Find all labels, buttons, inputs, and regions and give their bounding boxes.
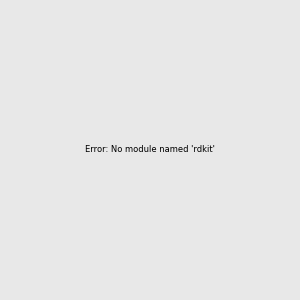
Text: Error: No module named 'rdkit': Error: No module named 'rdkit' xyxy=(85,146,215,154)
